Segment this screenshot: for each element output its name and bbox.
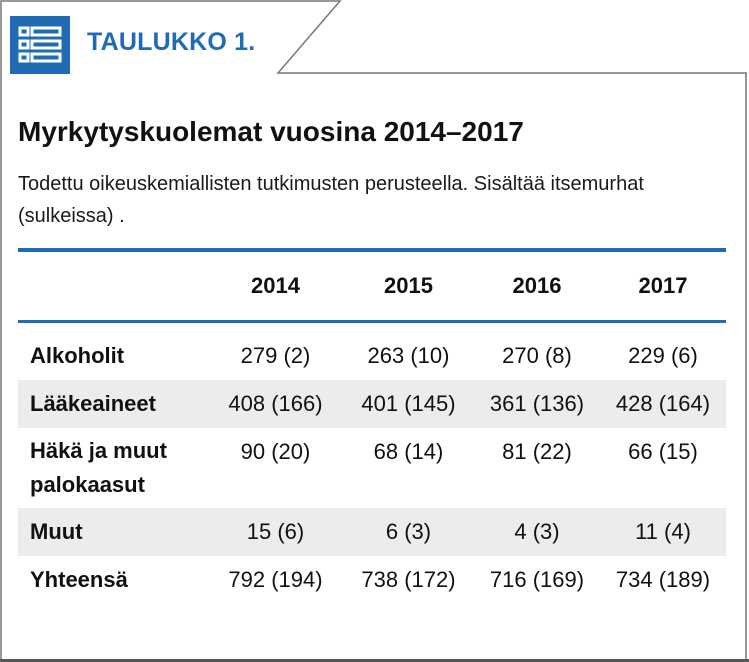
header-cell-2016: 2016 — [512, 273, 562, 298]
header-row: 2014 2015 2016 2017 — [18, 252, 726, 320]
table-list-icon — [10, 16, 70, 74]
table-cell: 263 (10) — [367, 343, 450, 368]
table-cell: 68 (14) — [373, 439, 444, 464]
header-cell-2017: 2017 — [638, 273, 688, 298]
table-cell: 428 (164) — [600, 380, 726, 428]
table-row: Yhteensä 792 (194) 738 (172) 716 (169) 7… — [18, 556, 726, 604]
table-row: Alkoholit 279 (2) 263 (10) 270 (8) 229 (… — [18, 332, 726, 380]
table-cell: 15 (6) — [208, 508, 343, 556]
row-label: Lääkeaineet — [18, 380, 208, 428]
table-row: Muut 15 (6) 6 (3) 4 (3) 11 (4) — [18, 508, 726, 556]
table-cell: 792 (194) — [228, 567, 323, 592]
header-rule — [18, 320, 726, 323]
table-row: Lääkeaineet 408 (166) 401 (145) 361 (136… — [18, 380, 726, 428]
table-row: Häkä ja muut palokaasut 90 (20) 68 (14) … — [18, 428, 726, 508]
table-cell: 90 (20) — [240, 439, 311, 464]
table-cell: 361 (136) — [474, 380, 600, 428]
table-cell: 4 (3) — [474, 508, 600, 556]
row-label: Alkoholit — [30, 343, 125, 368]
table-subtitle: Todettu oikeuskemiallisten tutkimusten p… — [18, 173, 644, 227]
table-cell: 11 (4) — [600, 508, 726, 556]
table-cell: 229 (6) — [628, 343, 698, 368]
table-cell: 279 (2) — [240, 343, 311, 368]
table-label: TAULUKKO 1. — [87, 28, 256, 56]
table-cell: 270 (8) — [502, 343, 572, 368]
top-rule — [18, 248, 726, 252]
bottom-border — [0, 659, 749, 662]
table-cell: 66 (15) — [628, 439, 698, 464]
table-cell: 6 (3) — [343, 508, 474, 556]
header-cell-2014: 2014 — [251, 273, 300, 298]
table-cell: 738 (172) — [361, 567, 456, 592]
row-label: Häkä ja muut palokaasut — [30, 438, 167, 497]
table-cell: 734 (189) — [615, 567, 711, 592]
table-cell: 81 (22) — [502, 439, 572, 464]
row-label: Yhteensä — [30, 567, 128, 592]
row-label: Muut — [18, 508, 208, 556]
header-cell-2015: 2015 — [384, 273, 433, 298]
table-cell: 401 (145) — [343, 380, 474, 428]
table-cell: 716 (169) — [489, 567, 585, 592]
table-title: Myrkytyskuolemat vuosina 2014–2017 — [18, 116, 524, 147]
header-cell-empty — [18, 252, 208, 320]
table-cell: 408 (166) — [208, 380, 343, 428]
data-table: 2014 2015 2016 2017 Alkoholit 279 (2) 26… — [18, 252, 726, 604]
